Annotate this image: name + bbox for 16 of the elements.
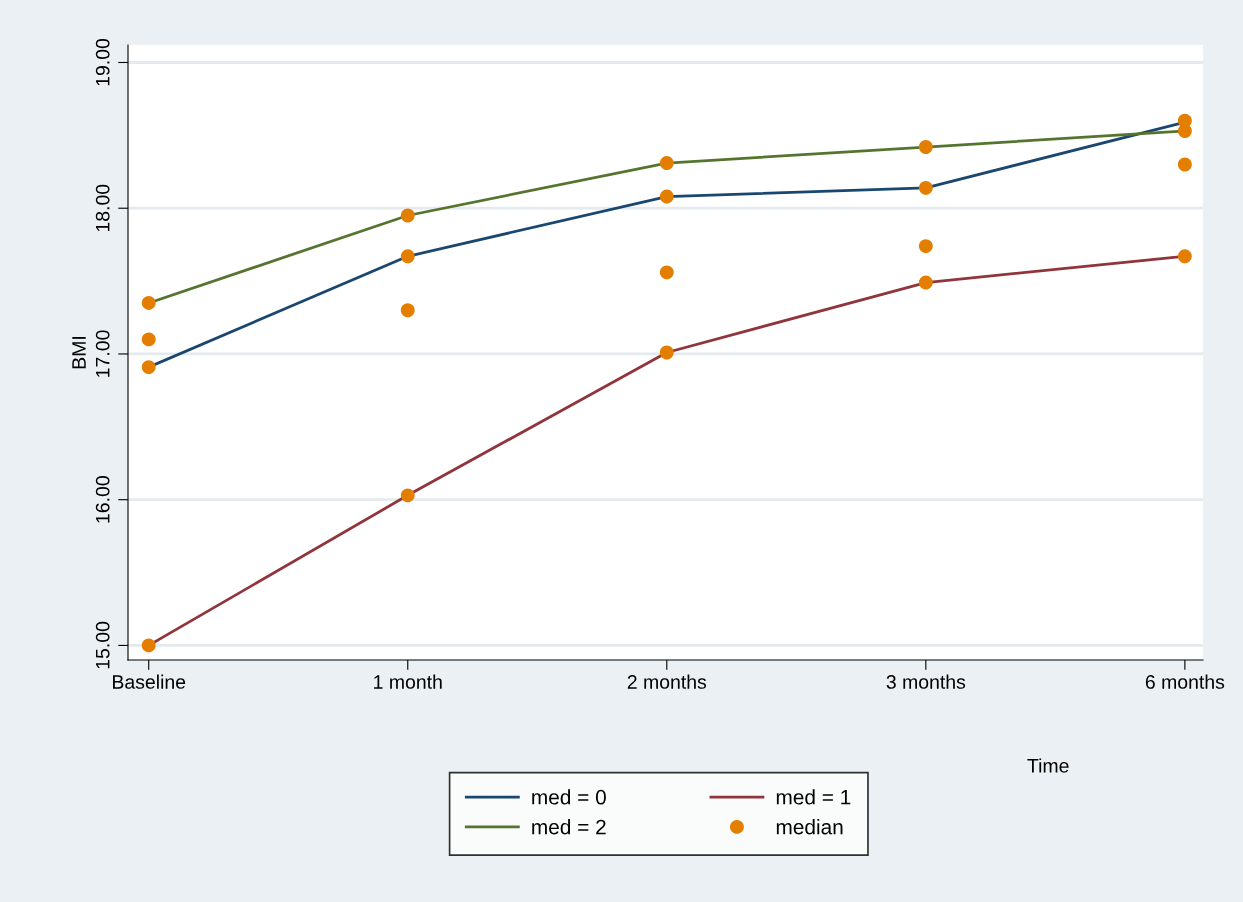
y-tick-label: 15.00 <box>95 621 110 669</box>
x-tick-label: Baseline <box>113 674 186 689</box>
legend-label: med = 1 <box>776 789 851 805</box>
y-tick-label: 19.00 <box>95 38 110 86</box>
x-tick-label: 6 months <box>1145 674 1225 689</box>
x-tick-label: 3 months <box>886 674 966 689</box>
x-tick-label: 1 month <box>374 674 442 689</box>
y-tick-label: 16.00 <box>95 476 110 523</box>
y-tick-label: 18.00 <box>95 184 110 232</box>
y-tick-label: 17.00 <box>95 330 110 377</box>
legend-label: med = 0 <box>532 789 606 805</box>
x-axis-title: Time <box>1027 758 1069 773</box>
legend-label: median <box>776 819 843 835</box>
legend-label: med = 2 <box>532 819 606 835</box>
x-tick-label: 2 months <box>627 674 707 689</box>
y-axis-title: BMI <box>72 337 86 369</box>
